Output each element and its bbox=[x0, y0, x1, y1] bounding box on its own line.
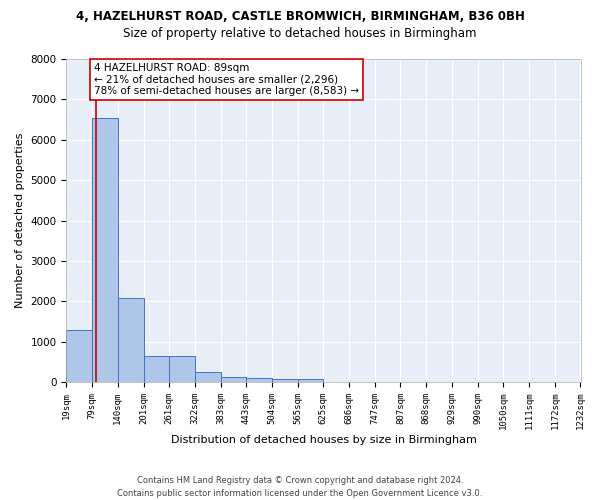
X-axis label: Distribution of detached houses by size in Birmingham: Distribution of detached houses by size … bbox=[170, 435, 476, 445]
Bar bbox=[92, 118, 118, 382]
Text: Contains HM Land Registry data © Crown copyright and database right 2024.
Contai: Contains HM Land Registry data © Crown c… bbox=[118, 476, 482, 498]
Bar bbox=[67, 330, 92, 382]
Text: 4 HAZELHURST ROAD: 89sqm
← 21% of detached houses are smaller (2,296)
78% of sem: 4 HAZELHURST ROAD: 89sqm ← 21% of detach… bbox=[94, 63, 359, 96]
Bar bbox=[118, 298, 143, 382]
Bar bbox=[195, 372, 221, 382]
Text: 4, HAZELHURST ROAD, CASTLE BROMWICH, BIRMINGHAM, B36 0BH: 4, HAZELHURST ROAD, CASTLE BROMWICH, BIR… bbox=[76, 10, 524, 23]
Bar bbox=[298, 379, 323, 382]
Bar bbox=[246, 378, 272, 382]
Bar bbox=[169, 356, 195, 382]
Text: Size of property relative to detached houses in Birmingham: Size of property relative to detached ho… bbox=[123, 28, 477, 40]
Bar bbox=[272, 379, 298, 382]
Y-axis label: Number of detached properties: Number of detached properties bbox=[15, 133, 25, 308]
Bar bbox=[143, 356, 169, 382]
Bar bbox=[221, 377, 246, 382]
